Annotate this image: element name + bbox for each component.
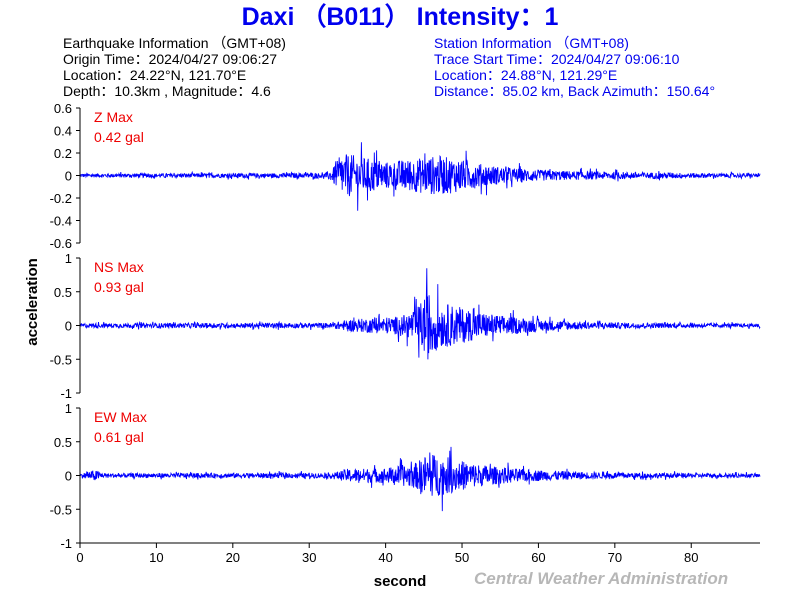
- y-tick-label: 1: [65, 251, 72, 266]
- y-tick-label: 1: [65, 401, 72, 416]
- epicenter-location: Location：24.22°N, 121.70°E: [63, 67, 247, 83]
- y-tick-label: -0.6: [50, 236, 72, 251]
- y-tick-label: -0.2: [50, 191, 72, 206]
- panel-ns: -1 -0.5 0 0.5 1 NS Max 0.93 gal: [50, 251, 761, 401]
- y-tick-label: -1: [60, 536, 72, 551]
- x-tick-label: 40: [378, 550, 392, 565]
- x-tick-label: 0: [76, 550, 83, 565]
- y-tick-label: 0: [65, 169, 72, 184]
- y-tick-label: -1: [60, 386, 72, 401]
- y-tick-label: 0.2: [54, 146, 72, 161]
- x-tick-label: 50: [455, 550, 469, 565]
- y-tick-label: -0.4: [50, 214, 72, 229]
- station-location: Location：24.88°N, 121.29°E: [434, 67, 618, 83]
- waveform-ew: [79, 446, 761, 512]
- distance-azimuth: Distance：85.02 km, Back Azimuth：150.64°: [434, 83, 716, 99]
- station-info-heading: Station Information （GMT+08): [434, 35, 629, 51]
- panels: -0.6 -0.4 -0.2 0 0.2 0.4 0.6 Z Max 0.42 gal -1 -0.…: [50, 101, 761, 565]
- y-axis-label: acceleration: [24, 258, 41, 346]
- x-tick-label: 30: [302, 550, 316, 565]
- max-label-z: Z Max: [94, 109, 133, 125]
- max-label-ns: NS Max: [94, 259, 144, 275]
- y-tick-label: -0.5: [50, 502, 72, 517]
- y-tick-label: 0.5: [54, 285, 72, 300]
- y-tick-label: -0.5: [50, 352, 72, 367]
- panel-z: -0.6 -0.4 -0.2 0 0.2 0.4 0.6 Z Max 0.42 gal: [50, 101, 761, 251]
- x-tick-label: 20: [226, 550, 240, 565]
- y-tick-label: 0: [65, 469, 72, 484]
- max-value-ns: 0.93 gal: [94, 279, 144, 295]
- max-label-ew: EW Max: [94, 409, 147, 425]
- y-tick-label: 0.4: [54, 124, 72, 139]
- depth-magnitude: Depth：10.3km , Magnitude：4.6: [63, 83, 271, 99]
- chart-title: Daxi （B011） Intensity：1: [241, 3, 559, 31]
- y-tick-label: 0: [65, 319, 72, 334]
- x-tick-label: 80: [684, 550, 698, 565]
- station-info: Station Information （GMT+08) Trace Start…: [434, 35, 715, 99]
- x-tick-label: 60: [531, 550, 545, 565]
- earthquake-info: Earthquake Information （GMT+08) Origin T…: [63, 35, 286, 99]
- credit: Central Weather Administration: [474, 569, 729, 588]
- y-tick-label: 0.5: [54, 435, 72, 450]
- max-value-z: 0.42 gal: [94, 129, 144, 145]
- panel-ew: -1 -0.5 0 0.5 1 EW Max 0.61 gal: [50, 401, 761, 551]
- waveform-z: [79, 142, 761, 211]
- trace-start-time: Trace Start Time：2024/04/27 09:06:10: [434, 51, 680, 67]
- earthquake-info-heading: Earthquake Information （GMT+08): [63, 35, 286, 51]
- x-axis-label: second: [374, 573, 427, 590]
- y-tick-label: 0.6: [54, 101, 72, 116]
- x-tick-label: 70: [608, 550, 622, 565]
- waveform-ns: [79, 268, 761, 360]
- max-value-ew: 0.61 gal: [94, 429, 144, 445]
- origin-time: Origin Time：2024/04/27 09:06:27: [63, 51, 278, 67]
- x-tick-label: 10: [149, 550, 163, 565]
